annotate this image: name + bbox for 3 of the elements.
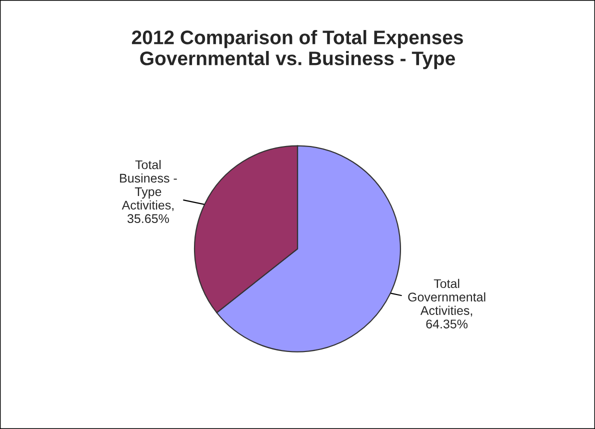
- slice-label: Total Governmental Activities, 64.35%: [408, 278, 486, 328]
- chart-title: 2012 Comparison of Total Expenses Governmental vs. Business - Type: [132, 30, 463, 70]
- slice-label: Total Business - Type Activities, 35.65%: [120, 160, 177, 224]
